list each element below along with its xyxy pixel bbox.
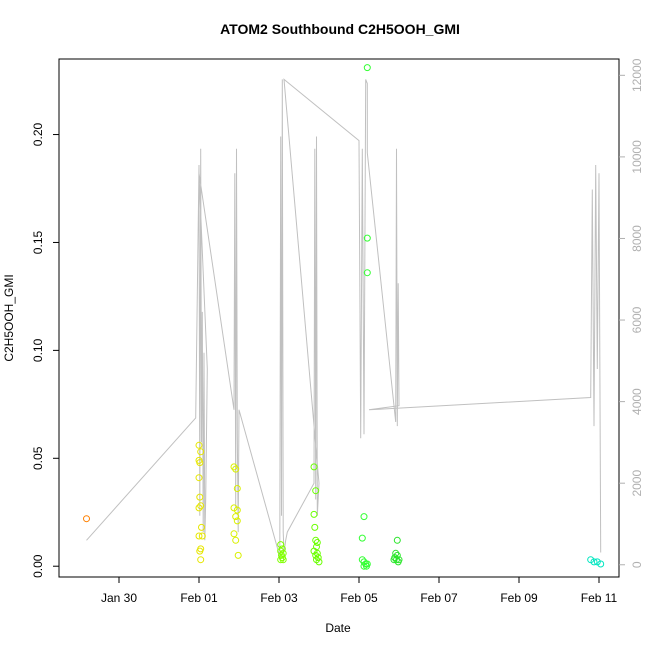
x-tick-label-2: Feb 03 [260, 591, 298, 605]
y-tick-label-1: 0.05 [31, 446, 45, 470]
data-point-35 [310, 510, 318, 518]
data-point-34 [312, 487, 320, 495]
data-point-4 [196, 459, 204, 467]
data-point-14 [197, 556, 205, 564]
data-point-38 [313, 539, 321, 546]
data-point-48 [363, 269, 371, 277]
y2-tick-label-4: 8000 [630, 225, 644, 252]
data-point-47 [363, 234, 371, 242]
x-tick-label-5: Feb 09 [500, 591, 538, 605]
data-point-55 [360, 562, 368, 570]
data-point-63 [390, 556, 398, 564]
data-point-1 [195, 441, 203, 449]
data-point-36 [311, 523, 319, 531]
data-point-24 [233, 485, 241, 492]
data-point-23 [234, 551, 242, 559]
data-point-6 [196, 493, 204, 501]
altitude-line-layer [86, 78, 602, 557]
plot-frame [58, 58, 620, 578]
x-tick-label-6: Feb 11 [581, 591, 618, 605]
data-point-33 [310, 463, 318, 471]
x-axis: Jan 30 Feb 01 Feb 03 Feb 05 Feb 07 Feb 09 Feb … [101, 577, 618, 605]
y-tick-label-0: 0.00 [31, 554, 45, 578]
y-axis: 0.00 0.05 0.10 0.15 0.20 [31, 122, 59, 578]
x-tick-label-3: Feb 05 [340, 591, 378, 605]
y2-tick-label-3: 6000 [630, 306, 644, 333]
data-point-16 [232, 465, 240, 473]
data-point-19 [232, 513, 240, 521]
data-point-2 [197, 448, 205, 456]
data-point-22 [232, 536, 240, 544]
y-axis-label: C2H5OOH_GMI [2, 274, 16, 361]
data-point-37 [312, 536, 320, 544]
x-tick-label-4: Feb 07 [420, 591, 458, 605]
data-point-32 [279, 556, 287, 564]
data-point-49 [360, 513, 368, 521]
data-point-7 [197, 502, 205, 510]
data-point-8 [195, 504, 203, 512]
data-point-9 [198, 523, 205, 531]
chart-title: ATOM2 Southbound C2H5OOH_GMI [220, 21, 460, 37]
data-point-56 [363, 562, 370, 570]
x-tick-label-1: Feb 01 [180, 591, 218, 605]
y-tick-label-2: 0.10 [31, 338, 45, 362]
y2-axis: 0 2000 4000 6000 8000 10000 12000 [619, 58, 644, 568]
data-point-31 [277, 556, 285, 564]
data-point-67 [593, 558, 601, 566]
x-axis-label: Date [325, 621, 351, 635]
y2-tick-label-0: 0 [630, 561, 644, 568]
data-point-21 [230, 530, 238, 538]
x-tick-label-0: Jan 30 [101, 591, 137, 605]
data-point-10 [195, 532, 203, 540]
data-point-66 [590, 558, 598, 566]
data-point-51 [358, 556, 366, 564]
altitude-line [86, 78, 602, 557]
data-point-57 [393, 536, 401, 544]
data-point-43 [314, 554, 322, 562]
y-tick-label-4: 0.20 [31, 122, 45, 146]
data-point-13 [196, 547, 204, 555]
y2-tick-label-5: 10000 [630, 140, 644, 174]
data-point-11 [198, 532, 206, 540]
y2-tick-label-6: 12000 [630, 58, 644, 92]
data-point-45 [315, 558, 323, 566]
data-point-15 [230, 463, 238, 471]
data-point-20 [233, 517, 241, 525]
data-point-50 [358, 534, 366, 542]
data-point-68 [597, 560, 605, 568]
y2-tick-label-2: 4000 [630, 388, 644, 415]
data-point-18 [233, 506, 241, 514]
data-point-5 [195, 474, 203, 482]
y-tick-label-3: 0.15 [31, 230, 45, 254]
data-point-0 [83, 515, 90, 523]
data-point-26 [278, 545, 286, 553]
data-point-61 [393, 556, 400, 564]
data-point-46 [363, 64, 371, 72]
data-point-64 [394, 558, 402, 566]
points-layer [83, 64, 605, 570]
y2-tick-label-1: 2000 [630, 470, 644, 497]
